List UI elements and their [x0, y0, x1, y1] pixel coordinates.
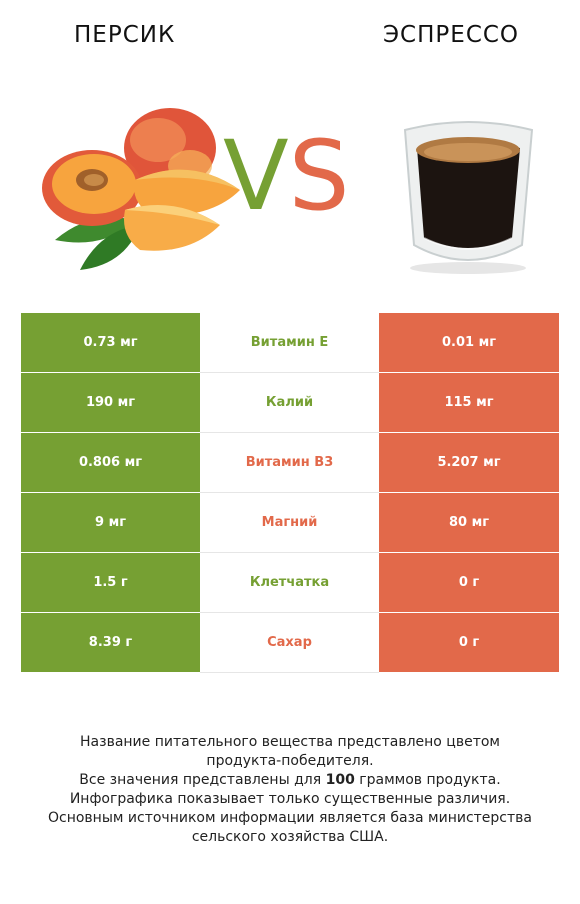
nutrient-label: Магний — [200, 493, 379, 553]
table-row: 0.73 мг Витамин E 0.01 мг — [21, 313, 559, 373]
nutrient-label: Витамин B3 — [200, 433, 379, 493]
footnote-text: Все значения представлены для — [79, 772, 326, 788]
espresso-value: 5.207 мг — [379, 433, 559, 493]
vs-v: V — [223, 120, 289, 232]
table-row: 8.39 г Сахар 0 г — [21, 613, 559, 673]
footnote-line: Инфографика показывает только существенн… — [69, 791, 511, 807]
peach-value: 8.39 г — [21, 613, 200, 673]
vs-s: S — [288, 120, 350, 232]
footnote-line: продукта-победителя. — [206, 753, 374, 769]
peach-value: 0.73 мг — [21, 313, 200, 373]
peach-value: 0.806 мг — [21, 433, 200, 493]
nutrient-label: Калий — [200, 373, 379, 433]
footnote-line: Все значения представлены для 100 граммо… — [20, 771, 560, 790]
espresso-value: 0.01 мг — [379, 313, 559, 373]
nutrient-label: Клетчатка — [200, 553, 379, 613]
table-row: 190 мг Калий 115 мг — [21, 373, 559, 433]
table-row: 0.806 мг Витамин B3 5.207 мг — [21, 433, 559, 493]
peach-image — [42, 108, 240, 270]
comparison-table: 0.73 мг Витамин E 0.01 мг 190 мг Калий 1… — [21, 313, 559, 673]
product-images — [42, 108, 534, 274]
espresso-value: 0 г — [379, 553, 559, 613]
peach-value: 190 мг — [21, 373, 200, 433]
table-row: 1.5 г Клетчатка 0 г — [21, 553, 559, 613]
peach-value: 1.5 г — [21, 553, 200, 613]
nutrient-label: Витамин E — [200, 313, 379, 373]
table-row: 9 мг Магний 80 мг — [21, 493, 559, 553]
nutrient-label: Сахар — [200, 613, 379, 673]
vs-label: VS — [223, 128, 350, 224]
footnote: Название питательного вещества представл… — [20, 733, 560, 847]
espresso-value: 115 мг — [379, 373, 559, 433]
footnote-line: сельского хозяйства США. — [191, 829, 389, 845]
footnote-line: Основным источником информации является … — [48, 810, 532, 826]
footnote-number: 100 — [325, 772, 355, 788]
peach-title: ПЕРСИК — [74, 22, 176, 48]
espresso-value: 0 г — [379, 613, 559, 673]
footnote-text: граммов продукта. — [354, 772, 501, 788]
espresso-image — [403, 121, 534, 274]
footnote-line: Название питательного вещества представл… — [80, 734, 500, 750]
espresso-value: 80 мг — [379, 493, 559, 553]
espresso-title: ЭСПРЕССО — [383, 22, 520, 48]
peach-value: 9 мг — [21, 493, 200, 553]
